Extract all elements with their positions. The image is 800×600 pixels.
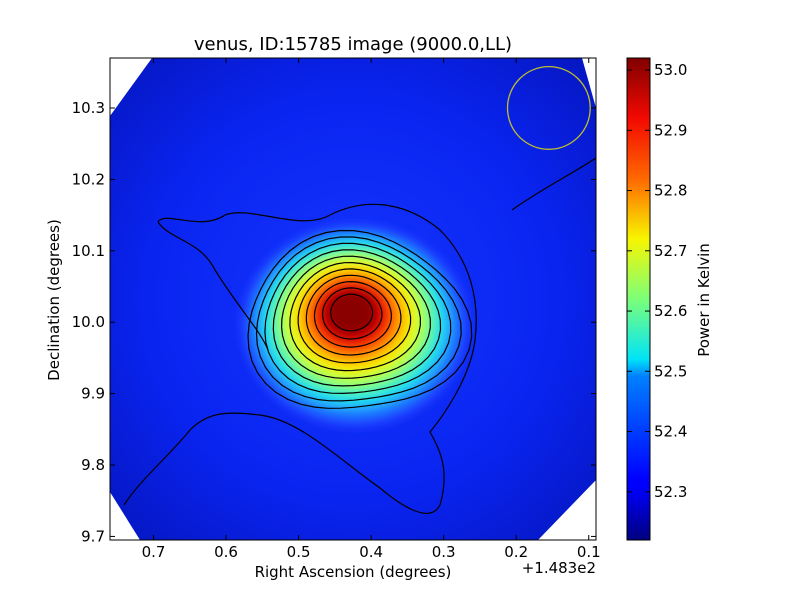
contour-line [247, 229, 473, 409]
x-tick-label: 0.2 [504, 543, 528, 561]
chart-title: venus, ID:15785 image (9000.0,LL) [194, 34, 512, 55]
colorbar-tick-label: 52.3 [654, 483, 687, 501]
colorbar-tick-label: 52.9 [654, 121, 687, 139]
colorbar-tick-label: 52.7 [654, 242, 687, 260]
contour-line [289, 261, 422, 372]
y-tick-label: 10.3 [72, 99, 105, 117]
x-axis-label: Right Ascension (degrees) [255, 563, 452, 581]
contour-line [321, 287, 383, 340]
y-tick-label: 9.8 [81, 456, 105, 474]
contour-line [305, 274, 402, 356]
contour-line-outer [123, 203, 477, 514]
x-tick-label: 0.1 [577, 543, 601, 561]
axes: 0.7 0.6 0.5 0.4 0.3 0.2 0.1 9.7 9.8 9.9 10.0 10.1 10… [72, 57, 601, 561]
colorbar-label: Power in Kelvin [695, 243, 713, 357]
y-tick-label: 9.9 [81, 385, 105, 403]
contour-line [255, 236, 462, 402]
colorbar-tick-label: 53.0 [654, 61, 687, 79]
colorbar-tick-label: 52.4 [654, 423, 687, 441]
contour-line [272, 249, 442, 387]
source-emission [239, 222, 470, 429]
y-axis-label: Declination (degrees) [45, 219, 63, 381]
plot-area [110, 58, 596, 540]
x-axis-offset-label: +1.483e2 [522, 559, 596, 577]
contour-line [313, 280, 393, 348]
emission-level [328, 292, 374, 333]
colorbar: 52.3 52.4 52.5 52.6 52.7 52.8 52.9 53.0 [626, 57, 687, 541]
x-tick-label: 0.4 [359, 543, 383, 561]
y-tick-label: 10.0 [72, 313, 105, 331]
y-tick-label: 10.2 [72, 170, 105, 188]
y-tick-label: 9.7 [81, 527, 105, 545]
contour-line [330, 293, 374, 332]
colorbar-tick-label: 52.6 [654, 302, 687, 320]
x-tick-label: 0.5 [287, 543, 311, 561]
x-tick-label: 0.3 [432, 543, 456, 561]
contours [123, 157, 596, 514]
x-tick-label: 0.6 [214, 543, 238, 561]
beam-circle [506, 65, 591, 150]
colorbar-tick-label: 52.5 [654, 362, 687, 380]
contour-line [297, 268, 412, 364]
colorbar-gradient [626, 57, 651, 541]
contour-line [264, 242, 452, 395]
y-tick-label: 10.1 [72, 242, 105, 260]
x-tick-label: 0.7 [142, 543, 166, 561]
colorbar-tick-label: 52.8 [654, 182, 687, 200]
contour-line [280, 255, 431, 379]
contour-line-edge [511, 157, 596, 211]
plot-frame [109, 57, 597, 541]
